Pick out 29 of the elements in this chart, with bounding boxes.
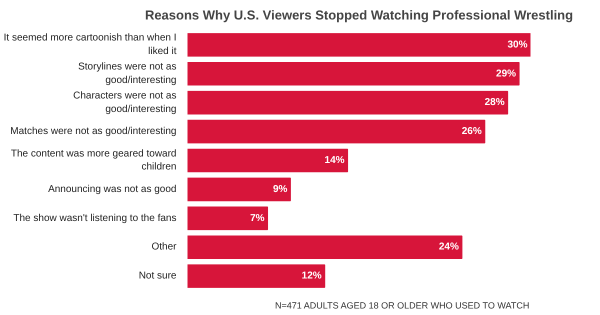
bar xyxy=(188,62,520,86)
y-tick-label: The show wasn't listening to the fans xyxy=(13,212,177,224)
y-tick-label: Matches were not as good/interesting xyxy=(10,126,177,138)
data-label: 9% xyxy=(272,184,288,195)
chart-title: Reasons Why U.S. Viewers Stopped Watching Professional Wrestling xyxy=(144,8,574,22)
y-tick-label: Not sure xyxy=(138,270,177,282)
text: N=471 ADULTS AGED 18 OR OLDER WHO USED TO WATCH xyxy=(275,300,530,310)
data-label: 7% xyxy=(250,212,265,224)
bar xyxy=(188,206,268,230)
y-tick-label: Other xyxy=(151,242,178,253)
data-label: 14% xyxy=(324,155,345,166)
bar xyxy=(188,235,462,260)
data-label: 29% xyxy=(496,68,516,80)
bar xyxy=(188,148,348,172)
y-tick-label: Announcing was not as good xyxy=(48,184,177,195)
data-label: 12% xyxy=(302,270,322,282)
data-label: 24% xyxy=(438,242,460,253)
y-tick-label: It seemed more cartoonish than when I liked it xyxy=(4,32,177,57)
data-label: 30% xyxy=(507,39,528,50)
bar xyxy=(188,264,326,288)
data-label: 26% xyxy=(462,126,482,138)
bar xyxy=(188,178,291,202)
y-tick-label: The content was more geared toward children xyxy=(10,148,177,173)
data-label: 28% xyxy=(484,97,505,108)
bar xyxy=(188,90,508,114)
bar xyxy=(188,33,530,57)
y-tick-label: Storylines were not as good/interesting xyxy=(78,62,177,86)
y-tick-label: Characters were not as good/interesting xyxy=(73,90,177,115)
bar xyxy=(188,120,486,144)
